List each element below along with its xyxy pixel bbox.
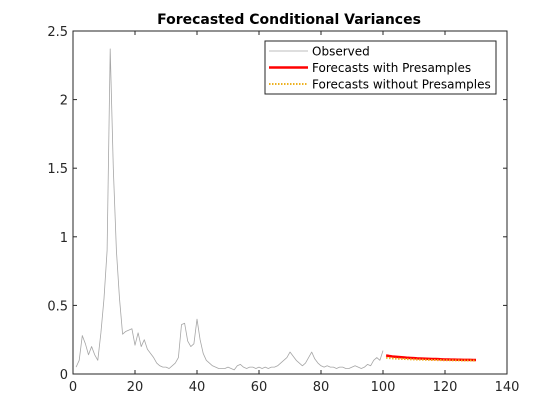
y-tick-label: 1.5 — [47, 162, 68, 177]
legend-item-forecasts-without-presamples: Forecasts without Presamples — [269, 78, 491, 92]
x-tick-label: 40 — [189, 380, 206, 395]
legend-item-forecasts-with-presamples: Forecasts with Presamples — [269, 61, 471, 75]
series-line-observed — [75, 48, 384, 371]
legend-item-observed: Observed — [269, 45, 370, 59]
y-tick-label: 0.5 — [47, 299, 68, 314]
legend-label: Forecasts with Presamples — [312, 61, 471, 75]
y-tick-label: 1 — [60, 231, 68, 246]
series-layer — [75, 48, 477, 371]
x-tick-label: 0 — [69, 380, 77, 395]
x-tick-label: 100 — [371, 380, 396, 395]
legend-label: Forecasts without Presamples — [312, 78, 491, 92]
y-tick-label: 2.5 — [47, 25, 68, 40]
x-tick-label: 120 — [433, 380, 458, 395]
y-tick-label: 2 — [60, 94, 68, 109]
y-tick-label: 0 — [60, 368, 68, 383]
x-tick-label: 20 — [127, 380, 144, 395]
legend-label: Observed — [312, 45, 370, 59]
series-line-forecasts-with-presamples — [385, 354, 476, 362]
y-axis: 0 0.5 1 1.5 2 2.5 — [47, 25, 507, 383]
x-tick-label: 140 — [495, 380, 520, 395]
chart-title: Forecasted Conditional Variances — [157, 12, 421, 28]
x-axis: 0 20 40 60 80 100 120 140 — [69, 31, 520, 395]
x-tick-label: 60 — [251, 380, 268, 395]
x-tick-label: 80 — [313, 380, 330, 395]
series-line-forecasts-without-presamples — [386, 356, 477, 362]
legend: Observed Forecasts with Presamples Forecas… — [264, 40, 497, 95]
